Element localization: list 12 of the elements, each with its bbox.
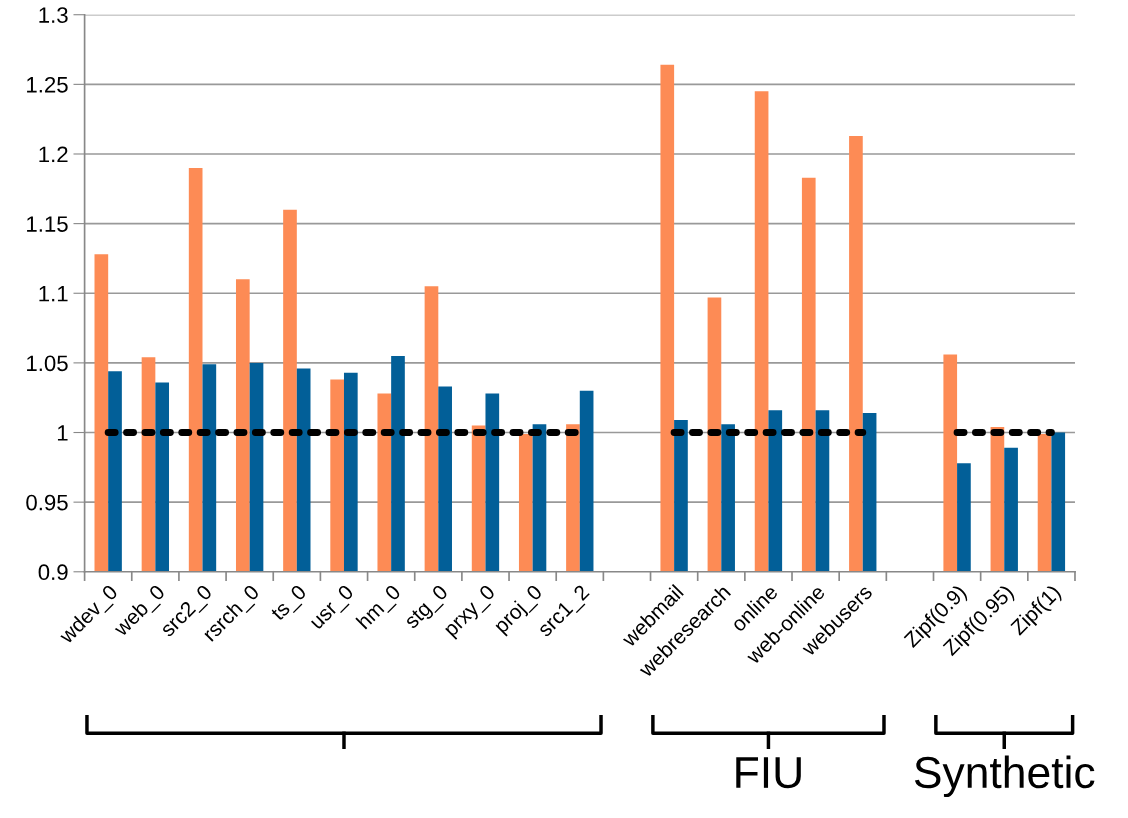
text: Synthetic [914, 755, 1095, 798]
y-tick-label: 1.05 [27, 355, 68, 372]
y-tick-label: 1.3 [39, 7, 68, 23]
x-tick-label: ts_0 [269, 583, 310, 625]
y-tick-label: 1.2 [39, 146, 68, 163]
text: FIU [736, 757, 801, 789]
y-tick-label: 0.9 [38, 564, 68, 581]
y-tick-label: 1 [57, 425, 68, 441]
y-tick-label: 1.25 [27, 76, 68, 93]
y-tick-label: 1.15 [27, 216, 68, 232]
y-tick-label: 0.95 [26, 494, 68, 511]
y-tick-label: 1.1 [39, 286, 68, 302]
